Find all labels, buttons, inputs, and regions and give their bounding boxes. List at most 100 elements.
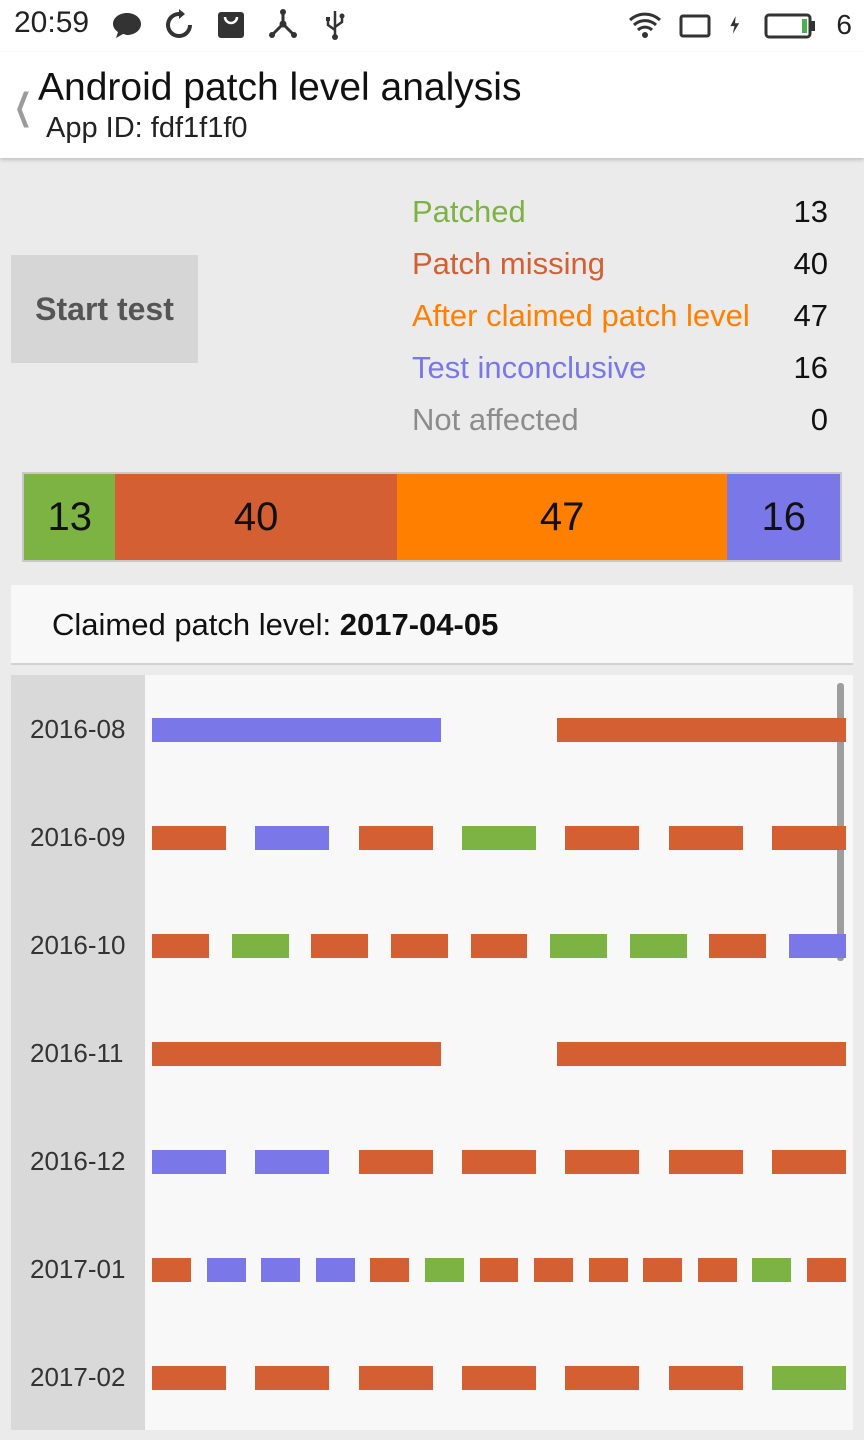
- test-result-missing[interactable]: [697, 1258, 737, 1282]
- legend-count: 16: [793, 350, 828, 385]
- status-time: 20:59: [14, 6, 90, 39]
- start-test-button[interactable]: Start test: [11, 255, 198, 363]
- test-result-missing[interactable]: [470, 934, 528, 958]
- legend-label: Patched: [412, 194, 526, 229]
- timeline-month-label: 2016-09: [30, 822, 126, 852]
- legend-count: 47: [793, 298, 828, 333]
- bag-icon: [218, 12, 244, 38]
- test-result-patched[interactable]: [424, 1258, 464, 1282]
- test-result-missing[interactable]: [772, 826, 846, 850]
- test-result-patched[interactable]: [462, 826, 536, 850]
- battery-level: 6: [836, 9, 852, 40]
- test-result-missing[interactable]: [588, 1258, 628, 1282]
- test-result-missing[interactable]: [556, 1042, 846, 1066]
- test-result-missing[interactable]: [358, 826, 433, 850]
- test-result-inconclusive[interactable]: [255, 826, 330, 850]
- test-result-missing[interactable]: [479, 1258, 519, 1282]
- test-result-missing[interactable]: [565, 826, 640, 850]
- status-bar: 20:59 6: [0, 0, 864, 52]
- timeline-track: [152, 1150, 846, 1174]
- test-result-inconclusive[interactable]: [152, 1150, 226, 1174]
- claimed-patch-level-label: Claimed patch level:: [52, 607, 340, 642]
- test-result-missing[interactable]: [807, 1258, 846, 1282]
- test-result-missing[interactable]: [358, 1150, 433, 1174]
- test-result-inconclusive[interactable]: [152, 718, 442, 742]
- test-result-inconclusive[interactable]: [206, 1258, 246, 1282]
- back-icon[interactable]: ❮: [14, 86, 33, 127]
- timeline-row: 2016-11: [11, 1038, 853, 1068]
- wifi-icon: [629, 12, 662, 38]
- app-id: App ID: fdf1f1f0: [46, 112, 248, 144]
- test-result-missing[interactable]: [643, 1258, 683, 1282]
- timeline-track: [152, 826, 846, 850]
- legend-label: Not affected: [412, 402, 579, 437]
- test-result-missing[interactable]: [534, 1258, 574, 1282]
- test-result-missing[interactable]: [772, 1150, 846, 1174]
- timeline-month-label: 2017-02: [30, 1362, 126, 1392]
- timeline-track: [152, 1258, 846, 1282]
- test-result-missing[interactable]: [152, 934, 209, 958]
- test-result-missing[interactable]: [462, 1150, 536, 1174]
- summary-bar: 13 40 47 16: [22, 472, 842, 562]
- timeline-month-label: 2017-01: [30, 1254, 126, 1284]
- test-result-missing[interactable]: [358, 1366, 433, 1390]
- page-title: Android patch level analysis: [38, 66, 522, 109]
- claimed-patch-level: Claimed patch level: 2017-04-05: [11, 585, 853, 665]
- test-result-missing[interactable]: [565, 1366, 640, 1390]
- legend-count: 40: [793, 246, 828, 281]
- test-result-missing[interactable]: [152, 1042, 442, 1066]
- test-result-patched[interactable]: [752, 1258, 792, 1282]
- test-result-missing[interactable]: [668, 1366, 743, 1390]
- test-result-patched[interactable]: [550, 934, 608, 958]
- test-result-inconclusive[interactable]: [315, 1258, 355, 1282]
- legend-row: Test inconclusive 16: [412, 346, 832, 398]
- summary-segment-after: 47: [396, 474, 728, 560]
- app-header: ❮ Android patch level analysis App ID: f…: [0, 52, 864, 158]
- timeline-month-label: 2016-10: [30, 930, 126, 960]
- results-legend: Patched 13 Patch missing 40 After claimed pa…: [412, 190, 832, 450]
- legend-label: Test inconclusive: [412, 350, 647, 385]
- notification-icons: [110, 8, 352, 42]
- test-result-missing[interactable]: [709, 934, 767, 958]
- timeline-month-label: 2016-12: [30, 1146, 126, 1176]
- timeline-row: 2016-09: [11, 822, 853, 852]
- patch-timeline[interactable]: 2016-08 2016-09 2016-10 2016-11 2016-12 2017-…: [11, 675, 853, 1430]
- timeline-row: 2016-10: [11, 930, 853, 960]
- test-result-missing[interactable]: [390, 934, 448, 958]
- test-result-missing[interactable]: [462, 1366, 536, 1390]
- sync-icon: [166, 9, 192, 38]
- test-result-inconclusive[interactable]: [261, 1258, 301, 1282]
- test-result-missing[interactable]: [556, 718, 846, 742]
- summary-segment-inconclusive: 16: [727, 474, 840, 560]
- summary-segment-patched: 13: [24, 474, 116, 560]
- test-result-missing[interactable]: [152, 1258, 191, 1282]
- test-result-missing[interactable]: [152, 1366, 226, 1390]
- test-result-missing[interactable]: [565, 1150, 640, 1174]
- system-icons: 6: [628, 8, 852, 42]
- month-gutter: [11, 675, 145, 1430]
- timeline-month-label: 2016-11: [30, 1038, 124, 1068]
- test-result-patched[interactable]: [772, 1366, 846, 1390]
- legend-count: 0: [810, 402, 828, 437]
- test-result-patched[interactable]: [629, 934, 687, 958]
- claimed-patch-level-value: 2017-04-05: [339, 607, 499, 642]
- summary-segment-missing: 40: [115, 474, 397, 560]
- test-result-inconclusive[interactable]: [255, 1150, 330, 1174]
- test-result-missing[interactable]: [370, 1258, 410, 1282]
- test-result-missing[interactable]: [152, 826, 226, 850]
- test-result-missing[interactable]: [668, 826, 743, 850]
- timeline-row: 2017-01: [11, 1254, 853, 1284]
- legend-label: After claimed patch level: [412, 298, 750, 333]
- test-result-patched[interactable]: [231, 934, 289, 958]
- timeline-row: 2017-02: [11, 1362, 853, 1392]
- timeline-track: [152, 934, 846, 958]
- scrollbar[interactable]: [837, 683, 844, 961]
- timeline-month-label: 2016-08: [30, 714, 126, 744]
- battery-icon: [764, 13, 816, 39]
- legend-row: Patch missing 40: [412, 242, 832, 294]
- test-result-missing[interactable]: [311, 934, 369, 958]
- test-result-missing[interactable]: [668, 1150, 743, 1174]
- test-result-inconclusive[interactable]: [789, 934, 846, 958]
- timeline-track: [152, 1366, 846, 1390]
- test-result-missing[interactable]: [255, 1366, 330, 1390]
